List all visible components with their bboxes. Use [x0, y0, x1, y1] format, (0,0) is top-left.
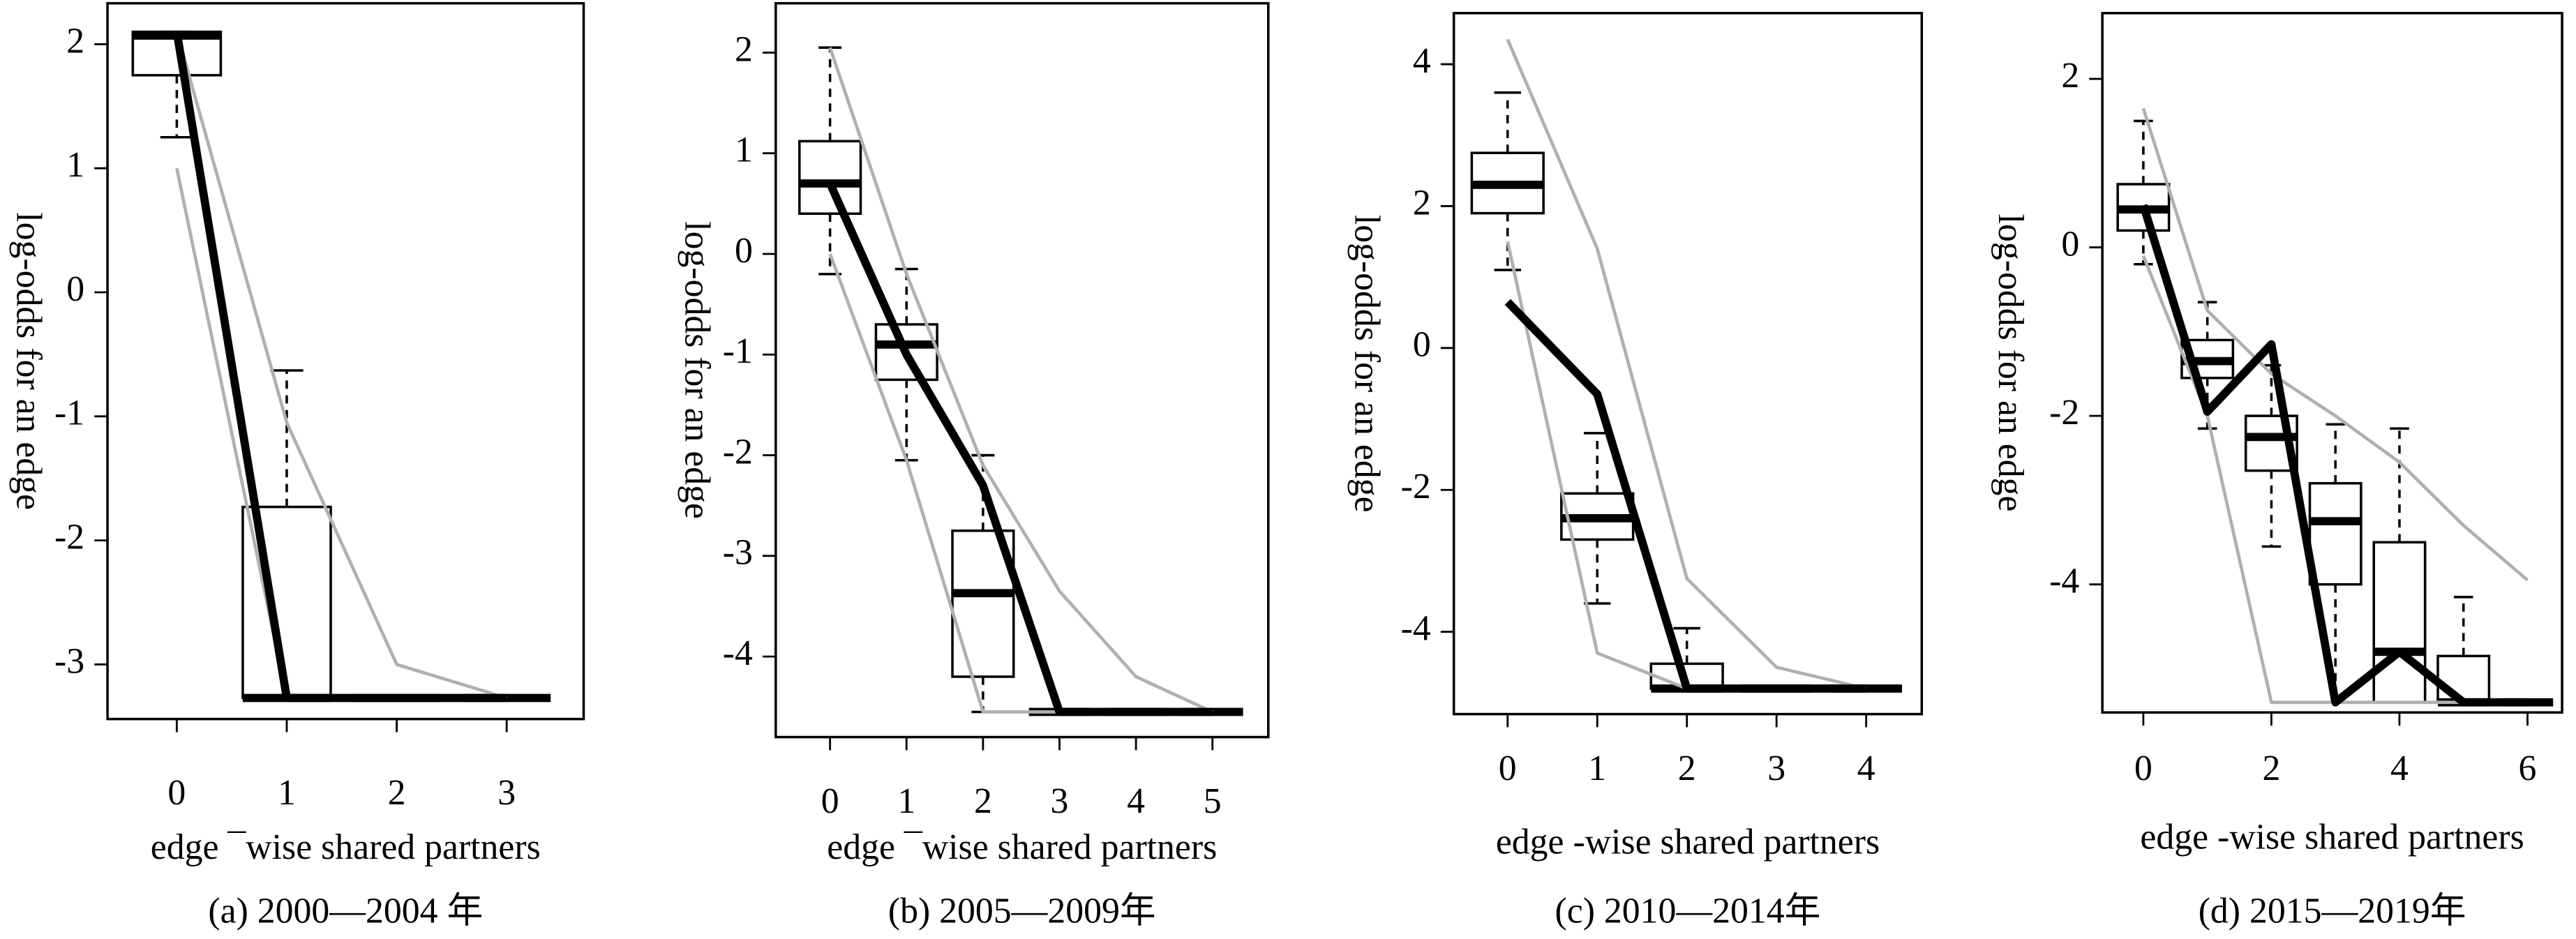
- x-tick-label: 5: [1204, 781, 1222, 821]
- simulated-bound: [1506, 241, 1866, 691]
- y-tick-label: -4: [2049, 562, 2079, 601]
- panel-caption: (a) 2000—2004 年: [208, 892, 483, 931]
- x-axis-label: edge ¯wise shared partners: [827, 827, 1217, 867]
- x-tick-label: 2: [2262, 749, 2280, 788]
- simulated-bound: [828, 47, 1213, 714]
- y-axis-label: log-odds for an edge: [1991, 214, 2030, 512]
- x-tick-label: 0: [167, 773, 186, 813]
- simulated-bound: [175, 167, 507, 700]
- y-tick-label: -2: [54, 518, 84, 557]
- x-tick-label: 3: [1051, 781, 1069, 821]
- x-axis-label: edge -wise shared partners: [1496, 822, 1880, 862]
- plot-frame: [2101, 12, 2563, 714]
- y-tick-label: -4: [723, 633, 753, 673]
- x-tick-label: 4: [1857, 749, 1875, 788]
- x-axis-label: edge ¯wise shared partners: [151, 827, 541, 867]
- y-tick-label: 0: [735, 231, 753, 271]
- simulated-bound: [828, 253, 1213, 714]
- y-tick-label: 2: [735, 29, 753, 69]
- panel-caption: (b) 2005—2009年: [888, 892, 1156, 931]
- simulated-bound: [1506, 38, 1867, 691]
- y-tick-label: -4: [1401, 609, 1431, 649]
- x-tick-label: 1: [278, 773, 296, 813]
- x-tick-label: 6: [2519, 749, 2537, 788]
- box: [798, 140, 862, 216]
- x-tick-label: 2: [974, 781, 992, 821]
- plot-frame: [1452, 12, 1924, 716]
- y-tick-label: 2: [2061, 56, 2079, 96]
- x-tick-label: 0: [821, 781, 839, 821]
- x-tick-label: 3: [1767, 749, 1785, 788]
- y-tick-label: -2: [2049, 393, 2079, 433]
- y-tick-label: -1: [54, 393, 84, 433]
- simulated-bound: [2141, 107, 2529, 582]
- simulated-bound: [175, 31, 507, 700]
- y-axis-label: log-odds for an edge: [677, 221, 717, 519]
- y-tick-label: 4: [1413, 41, 1431, 81]
- plot-frame: [774, 1, 1270, 739]
- x-axis-label: edge -wise shared partners: [2140, 818, 2524, 857]
- x-tick-label: 0: [2134, 749, 2152, 788]
- y-tick-label: 2: [66, 21, 84, 61]
- y-axis-label: log-odds for an edge: [1347, 215, 1386, 513]
- x-tick-label: 1: [1588, 749, 1606, 788]
- y-tick-label: -2: [723, 432, 753, 472]
- y-tick-label: 0: [2061, 224, 2079, 264]
- y-tick-label: 0: [66, 269, 84, 309]
- y-tick-label: -3: [723, 533, 753, 573]
- x-tick-label: 1: [897, 781, 915, 821]
- y-tick-label: 0: [1413, 325, 1431, 365]
- y-tick-label: -3: [54, 641, 84, 681]
- x-tick-label: 0: [1499, 749, 1517, 788]
- y-axis-label: log-odds for an edge: [9, 212, 49, 510]
- y-tick-label: 1: [66, 145, 84, 185]
- x-tick-label: 4: [2390, 749, 2409, 788]
- observed-line: [1504, 299, 1866, 693]
- y-tick-label: -2: [1401, 467, 1431, 506]
- x-tick-label: 2: [388, 773, 406, 813]
- box: [2372, 541, 2427, 704]
- y-tick-label: -1: [723, 331, 753, 371]
- y-tick-label: 2: [1413, 183, 1431, 223]
- panel-caption: (d) 2015—2019年: [2199, 892, 2466, 931]
- x-tick-label: 4: [1127, 781, 1145, 821]
- y-tick-label: 1: [735, 130, 753, 170]
- box: [2436, 654, 2491, 704]
- observed-line: [172, 31, 507, 703]
- observed-line: [826, 181, 1213, 716]
- x-tick-label: 2: [1678, 749, 1696, 788]
- observed-line: [2139, 204, 2528, 707]
- plot-frame: [106, 1, 585, 721]
- panel-caption: (c) 2010—2014年: [1555, 892, 1821, 931]
- box: [2308, 481, 2362, 586]
- x-tick-label: 3: [497, 773, 516, 813]
